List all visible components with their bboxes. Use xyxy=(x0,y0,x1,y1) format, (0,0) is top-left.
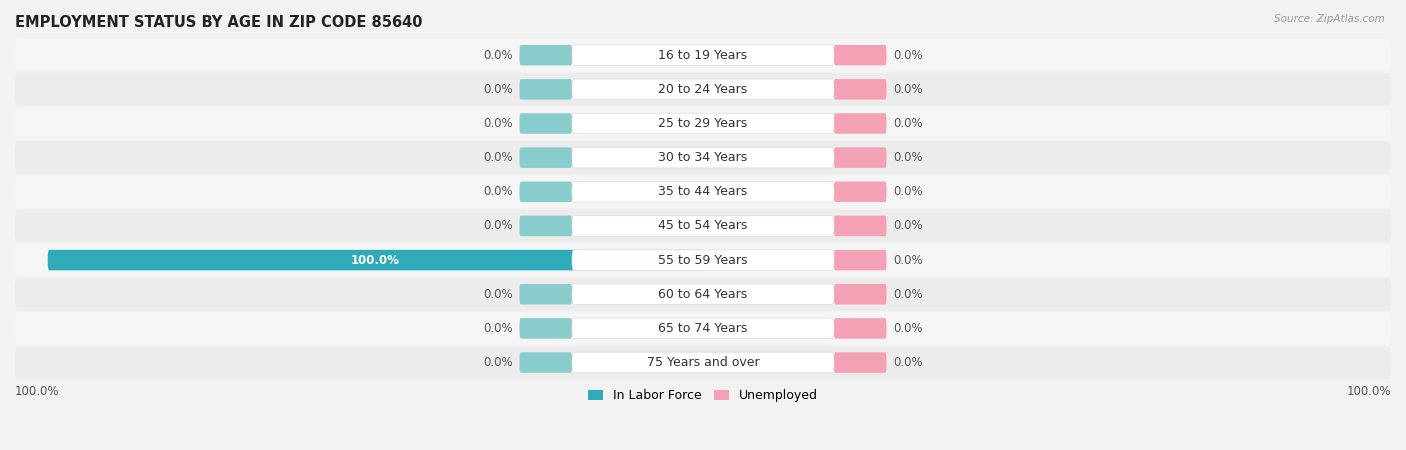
FancyBboxPatch shape xyxy=(15,141,1391,174)
Text: 0.0%: 0.0% xyxy=(484,151,513,164)
Text: 75 Years and over: 75 Years and over xyxy=(647,356,759,369)
FancyBboxPatch shape xyxy=(572,148,834,168)
FancyBboxPatch shape xyxy=(520,79,572,99)
FancyBboxPatch shape xyxy=(520,318,572,338)
Text: 100.0%: 100.0% xyxy=(15,385,59,398)
FancyBboxPatch shape xyxy=(520,284,572,305)
Text: 0.0%: 0.0% xyxy=(484,49,513,62)
FancyBboxPatch shape xyxy=(572,216,834,236)
FancyBboxPatch shape xyxy=(15,346,1391,379)
Text: 0.0%: 0.0% xyxy=(893,288,922,301)
FancyBboxPatch shape xyxy=(834,79,886,99)
FancyBboxPatch shape xyxy=(520,113,572,134)
Text: 0.0%: 0.0% xyxy=(484,356,513,369)
FancyBboxPatch shape xyxy=(834,148,886,168)
Legend: In Labor Force, Unemployed: In Labor Force, Unemployed xyxy=(583,384,823,408)
Text: 65 to 74 Years: 65 to 74 Years xyxy=(658,322,748,335)
FancyBboxPatch shape xyxy=(834,113,886,134)
Text: 35 to 44 Years: 35 to 44 Years xyxy=(658,185,748,198)
Text: 0.0%: 0.0% xyxy=(484,117,513,130)
Text: 55 to 59 Years: 55 to 59 Years xyxy=(658,254,748,266)
FancyBboxPatch shape xyxy=(572,45,834,65)
Text: 100.0%: 100.0% xyxy=(352,254,399,266)
FancyBboxPatch shape xyxy=(834,250,886,270)
Text: 0.0%: 0.0% xyxy=(893,356,922,369)
FancyBboxPatch shape xyxy=(572,284,834,305)
Text: 0.0%: 0.0% xyxy=(893,117,922,130)
Text: 100.0%: 100.0% xyxy=(1347,385,1391,398)
Text: 20 to 24 Years: 20 to 24 Years xyxy=(658,83,748,96)
FancyBboxPatch shape xyxy=(15,39,1391,72)
FancyBboxPatch shape xyxy=(520,216,572,236)
Text: 0.0%: 0.0% xyxy=(893,322,922,335)
Text: Source: ZipAtlas.com: Source: ZipAtlas.com xyxy=(1274,14,1385,23)
FancyBboxPatch shape xyxy=(15,244,1391,276)
Text: 0.0%: 0.0% xyxy=(484,185,513,198)
FancyBboxPatch shape xyxy=(520,45,572,65)
FancyBboxPatch shape xyxy=(834,216,886,236)
FancyBboxPatch shape xyxy=(572,318,834,338)
FancyBboxPatch shape xyxy=(834,318,886,338)
Text: 0.0%: 0.0% xyxy=(893,185,922,198)
FancyBboxPatch shape xyxy=(572,181,834,202)
Text: 0.0%: 0.0% xyxy=(484,220,513,233)
FancyBboxPatch shape xyxy=(48,250,703,270)
Text: 60 to 64 Years: 60 to 64 Years xyxy=(658,288,748,301)
FancyBboxPatch shape xyxy=(834,181,886,202)
Text: 0.0%: 0.0% xyxy=(893,254,922,266)
Text: 0.0%: 0.0% xyxy=(484,288,513,301)
Text: 0.0%: 0.0% xyxy=(484,83,513,96)
FancyBboxPatch shape xyxy=(15,278,1391,310)
FancyBboxPatch shape xyxy=(520,352,572,373)
FancyBboxPatch shape xyxy=(520,181,572,202)
Text: 0.0%: 0.0% xyxy=(893,49,922,62)
FancyBboxPatch shape xyxy=(572,113,834,134)
FancyBboxPatch shape xyxy=(834,352,886,373)
FancyBboxPatch shape xyxy=(15,176,1391,208)
FancyBboxPatch shape xyxy=(572,352,834,373)
FancyBboxPatch shape xyxy=(834,45,886,65)
FancyBboxPatch shape xyxy=(572,79,834,99)
FancyBboxPatch shape xyxy=(15,312,1391,345)
Text: 16 to 19 Years: 16 to 19 Years xyxy=(658,49,748,62)
FancyBboxPatch shape xyxy=(572,250,834,270)
FancyBboxPatch shape xyxy=(15,107,1391,140)
Text: 0.0%: 0.0% xyxy=(893,83,922,96)
Text: 45 to 54 Years: 45 to 54 Years xyxy=(658,220,748,233)
FancyBboxPatch shape xyxy=(520,148,572,168)
FancyBboxPatch shape xyxy=(834,284,886,305)
Text: 0.0%: 0.0% xyxy=(893,151,922,164)
Text: 0.0%: 0.0% xyxy=(484,322,513,335)
Text: 0.0%: 0.0% xyxy=(893,220,922,233)
FancyBboxPatch shape xyxy=(15,210,1391,242)
Text: 25 to 29 Years: 25 to 29 Years xyxy=(658,117,748,130)
Text: EMPLOYMENT STATUS BY AGE IN ZIP CODE 85640: EMPLOYMENT STATUS BY AGE IN ZIP CODE 856… xyxy=(15,15,422,30)
FancyBboxPatch shape xyxy=(15,73,1391,106)
Text: 30 to 34 Years: 30 to 34 Years xyxy=(658,151,748,164)
